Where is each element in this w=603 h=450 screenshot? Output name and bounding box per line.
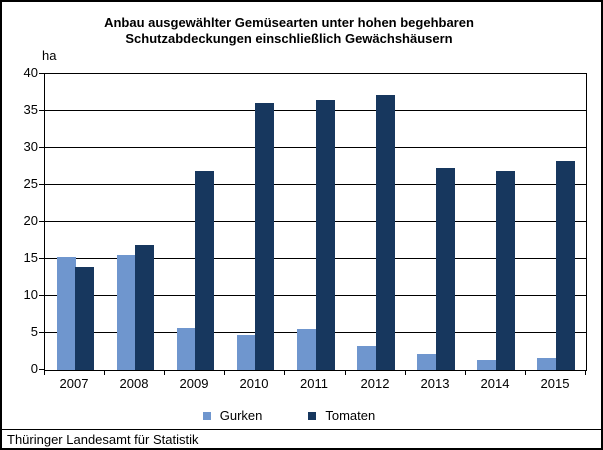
bar-gurken-2010	[237, 335, 256, 370]
chart-title-line2: Schutzabdeckungen einschließlich Gewächs…	[125, 31, 453, 46]
x-axis-tick-label: 2011	[300, 376, 328, 391]
y-axis-tick	[39, 73, 44, 74]
x-axis-tick	[104, 370, 105, 375]
gridline	[45, 221, 586, 222]
bar-gurken-2014	[477, 360, 496, 370]
y-axis-tick-label: 40	[23, 65, 38, 80]
x-axis-tick-label: 2014	[480, 376, 510, 391]
y-axis-tick-label: 35	[23, 102, 38, 117]
bar-tomaten-2011	[316, 100, 335, 370]
bar-tomaten-2008	[135, 245, 154, 370]
y-axis-tick	[39, 221, 44, 222]
bar-gurken-2012	[357, 346, 376, 370]
x-axis-tick	[585, 370, 586, 375]
y-axis-tick	[39, 110, 44, 111]
x-axis-tick	[224, 370, 225, 375]
x-axis-tick-label: 2009	[179, 376, 209, 391]
bar-tomaten-2014	[496, 171, 515, 370]
gridline	[45, 258, 586, 259]
legend-swatch-icon	[202, 412, 211, 420]
chart-title-line1: Anbau ausgewählter Gemüsearten unter hoh…	[104, 15, 474, 30]
plot-area	[44, 73, 587, 371]
x-axis-tick-label: 2012	[360, 376, 390, 391]
y-axis-tick-label: 20	[23, 213, 38, 228]
x-axis-tick-label: 2013	[420, 376, 450, 391]
legend-label: Gurken	[219, 408, 263, 423]
bar-tomaten-2015	[556, 161, 575, 370]
x-axis-tick	[164, 370, 165, 375]
bar-tomaten-2010	[255, 103, 274, 370]
bar-gurken-2015	[537, 358, 556, 370]
x-axis-tick	[44, 370, 45, 375]
y-axis-tick	[39, 184, 44, 185]
bar-tomaten-2013	[436, 168, 455, 370]
bar-gurken-2007	[57, 257, 76, 370]
chart-title: Anbau ausgewählter Gemüsearten unter hoh…	[2, 15, 576, 47]
y-axis-tick	[39, 295, 44, 296]
y-axis-tick	[39, 258, 44, 259]
bar-tomaten-2012	[376, 95, 395, 370]
footer-divider	[2, 429, 601, 430]
y-axis-tick-label: 0	[30, 361, 38, 376]
bar-tomaten-2009	[195, 171, 214, 370]
legend: Gurken Tomaten	[2, 409, 576, 423]
x-axis-tick	[284, 370, 285, 375]
legend-label: Tomaten	[325, 408, 376, 423]
x-axis-tick-label: 2008	[119, 376, 149, 391]
bar-gurken-2008	[117, 255, 136, 370]
gridline	[45, 295, 586, 296]
y-axis-tick-label: 25	[23, 176, 38, 191]
y-axis-tick	[39, 332, 44, 333]
y-axis-tick-label: 5	[30, 324, 38, 339]
gridline	[45, 110, 586, 111]
x-axis-tick-label: 2007	[59, 376, 89, 391]
x-axis-tick-label: 2015	[540, 376, 570, 391]
x-axis-tick	[345, 370, 346, 375]
x-axis-tick	[525, 370, 526, 375]
bar-gurken-2009	[177, 328, 196, 370]
bar-gurken-2011	[297, 329, 316, 370]
source-text: Thüringer Landesamt für Statistik	[7, 432, 199, 447]
legend-item-tomaten: Tomaten	[308, 409, 375, 423]
y-axis-tick	[39, 369, 44, 370]
x-axis-tick-label: 2010	[239, 376, 269, 391]
gridline	[45, 147, 586, 148]
y-axis-unit-label: ha	[42, 48, 57, 63]
y-axis-tick-label: 30	[23, 139, 38, 154]
legend-item-gurken: Gurken	[202, 408, 263, 423]
y-axis-tick	[39, 147, 44, 148]
bar-tomaten-2007	[75, 267, 94, 370]
gridline	[45, 184, 586, 185]
bar-gurken-2013	[417, 354, 436, 370]
x-axis-tick	[405, 370, 406, 375]
x-axis-tick	[465, 370, 466, 375]
legend-swatch-icon	[308, 412, 317, 420]
y-axis-tick-label: 15	[23, 250, 38, 265]
y-axis-tick-label: 10	[23, 287, 38, 302]
